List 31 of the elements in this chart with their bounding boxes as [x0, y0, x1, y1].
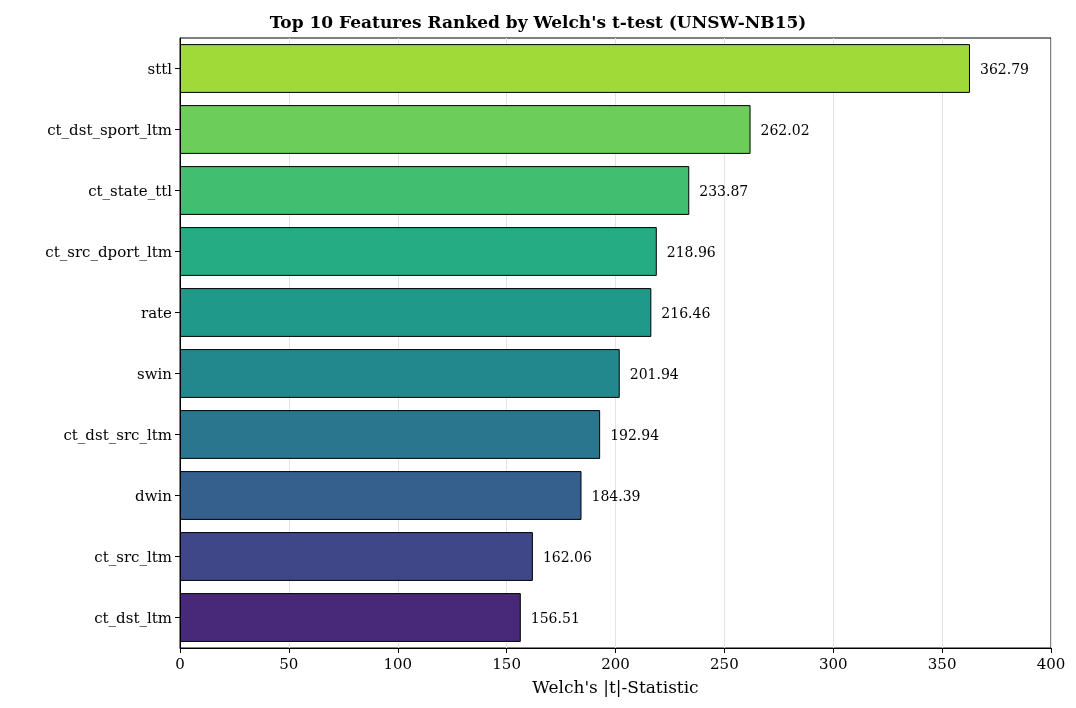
x-tick-label: 50 [279, 654, 299, 673]
y-tick-label: ct_dst_ltm [94, 608, 172, 627]
x-tick-label: 150 [492, 654, 521, 673]
y-tick-label: ct_dst_src_ltm [63, 425, 172, 444]
data-label: 184.39 [591, 487, 641, 504]
data-label: 362.79 [979, 60, 1029, 77]
y-tick-label: dwin [135, 486, 173, 505]
data-label: 216.46 [661, 304, 711, 321]
y-tick-label: ct_src_ltm [94, 547, 172, 566]
x-tick-label: 400 [1036, 654, 1066, 673]
x-axis-title: Welch's |t|-Statistic [532, 676, 699, 697]
x-tick-label: 300 [818, 654, 848, 673]
x-tick-label: 250 [710, 654, 739, 673]
x-tick-label: 0 [175, 654, 185, 673]
x-tick-label: 200 [601, 654, 630, 673]
data-label: 218.96 [666, 243, 716, 260]
data-label: 156.51 [530, 609, 580, 626]
data-label: 192.94 [610, 426, 660, 443]
y-tick-label: ct_dst_sport_ltm [47, 120, 172, 139]
data-label: 201.94 [629, 365, 679, 382]
y-tick-label: sttl [147, 59, 173, 78]
data-label: 162.06 [542, 548, 592, 565]
x-tick-label: 350 [927, 654, 957, 673]
y-tick-label: swin [137, 364, 173, 383]
y-tick-label: rate [140, 303, 173, 322]
y-tick-label: ct_state_ttl [88, 181, 173, 200]
data-label: 233.87 [699, 182, 749, 199]
chart-title: Top 10 Features Ranked by Welch's t-test (UNSW-NB15) [269, 11, 807, 32]
y-tick-label: ct_src_dport_ltm [45, 242, 172, 261]
x-tick-label: 100 [383, 654, 413, 673]
data-label: 262.02 [760, 121, 810, 138]
